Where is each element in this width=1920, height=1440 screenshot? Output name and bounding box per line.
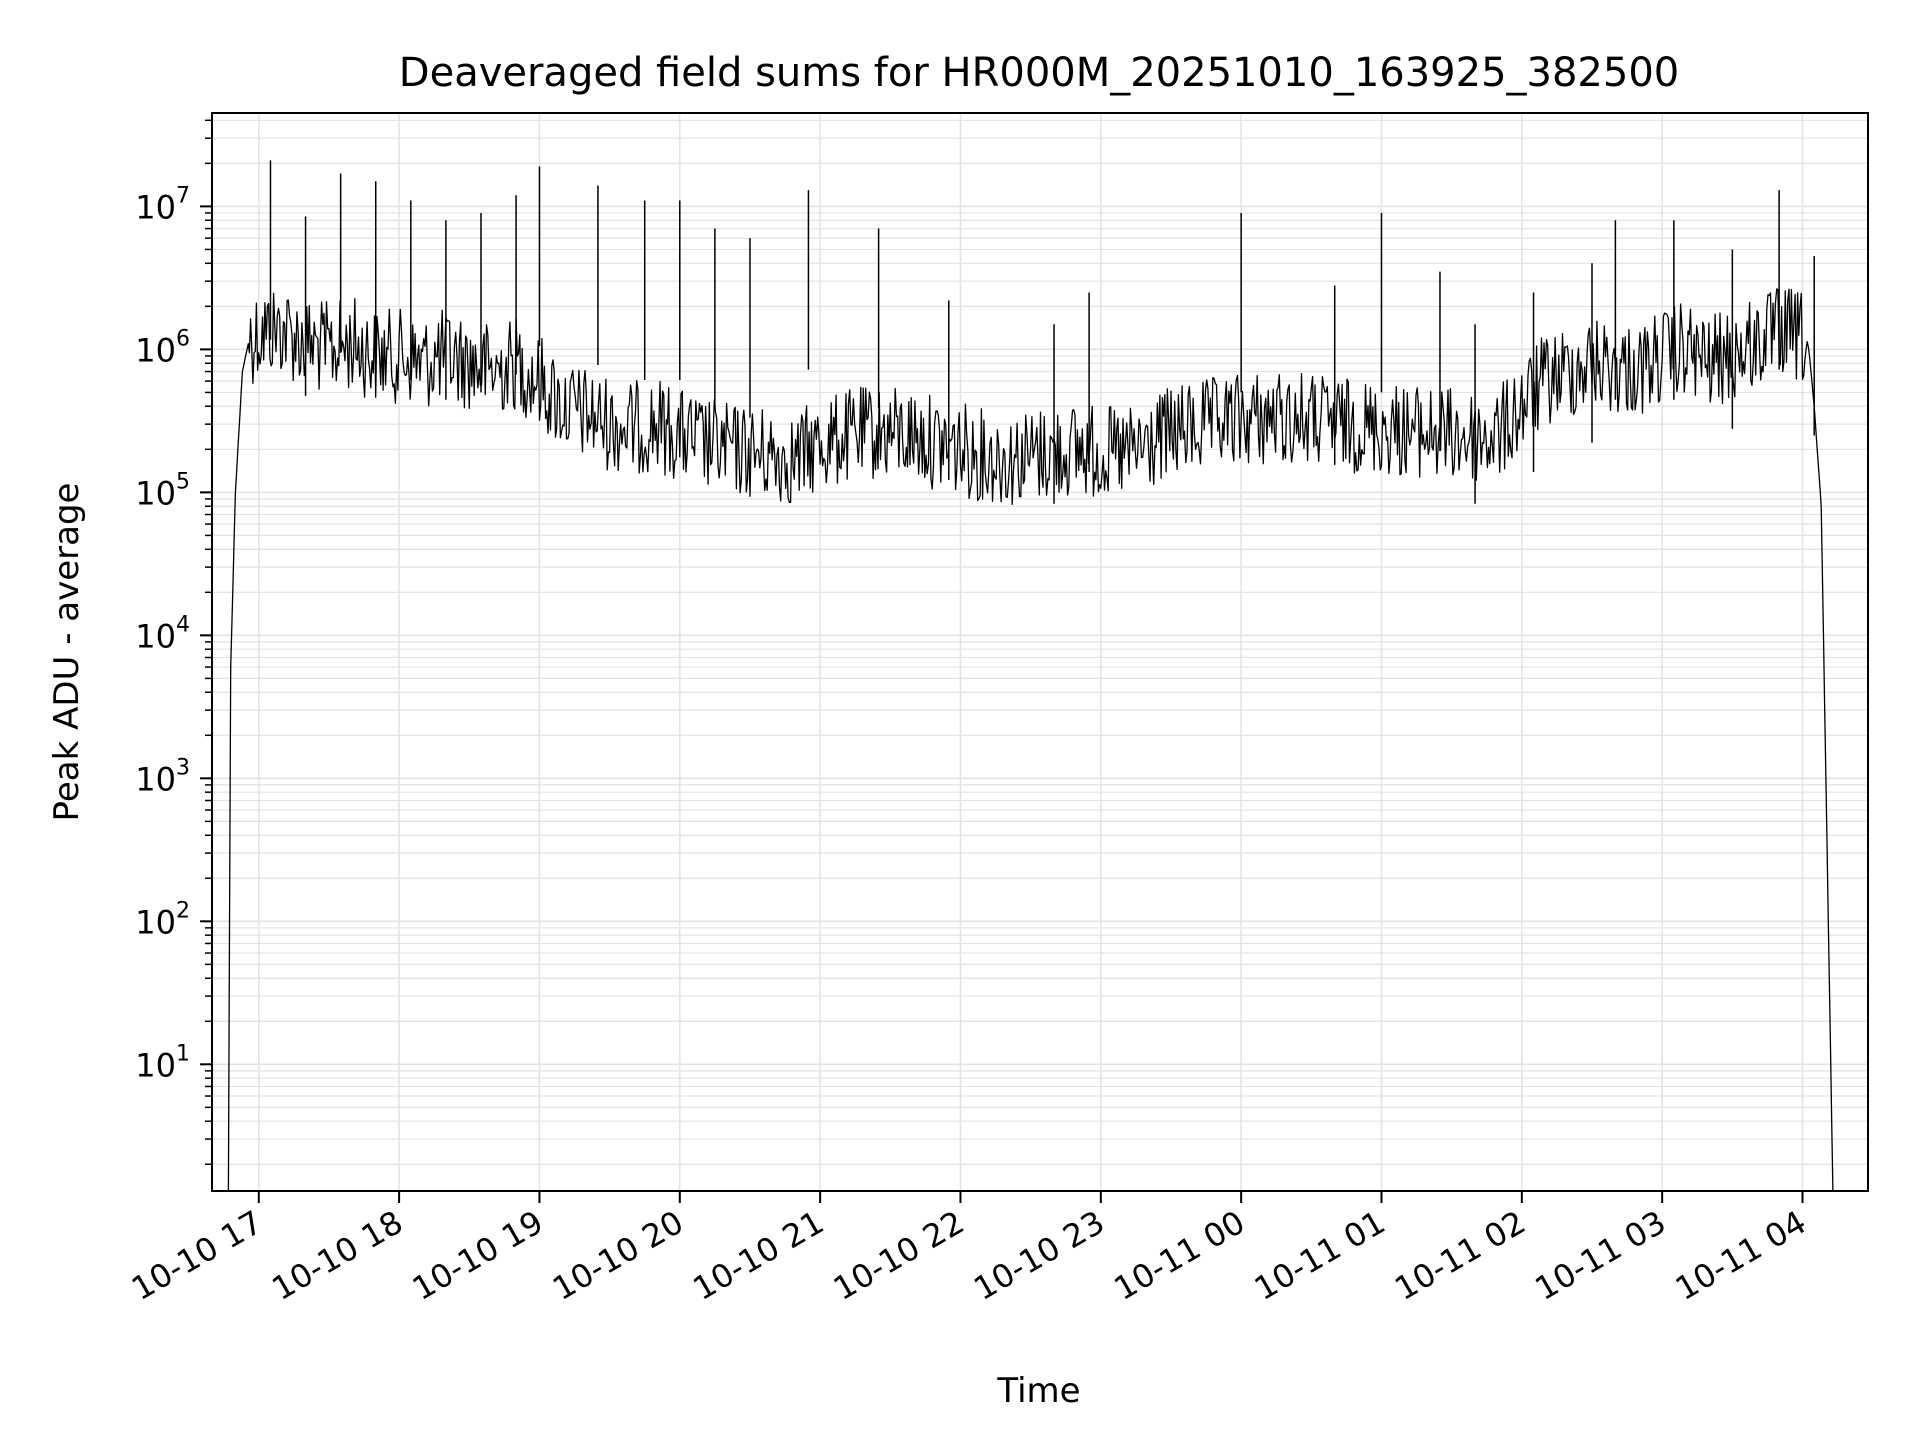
y-tick-label-2: 103 [135, 755, 190, 798]
y-tick-label-5: 106 [135, 326, 190, 369]
plot-frame [211, 112, 1869, 1192]
y-axis: 101 102 103 104 105 106 107 [135, 119, 212, 1165]
plot-line [227, 160, 1834, 1192]
chart-title: Deaveraged field sums for HR000M_2025101… [399, 50, 1679, 96]
y-tick-label-1: 102 [135, 898, 190, 941]
series-line [227, 288, 1834, 1192]
y-tick-label-6: 107 [135, 183, 190, 226]
x-axis-label: Time [996, 1371, 1080, 1411]
y-tick-label-0: 101 [135, 1041, 190, 1084]
y-axis-label: Peak ADU - average [47, 483, 87, 822]
y-tick-label-4: 105 [135, 469, 190, 512]
y-tick-label-3: 104 [135, 612, 190, 655]
